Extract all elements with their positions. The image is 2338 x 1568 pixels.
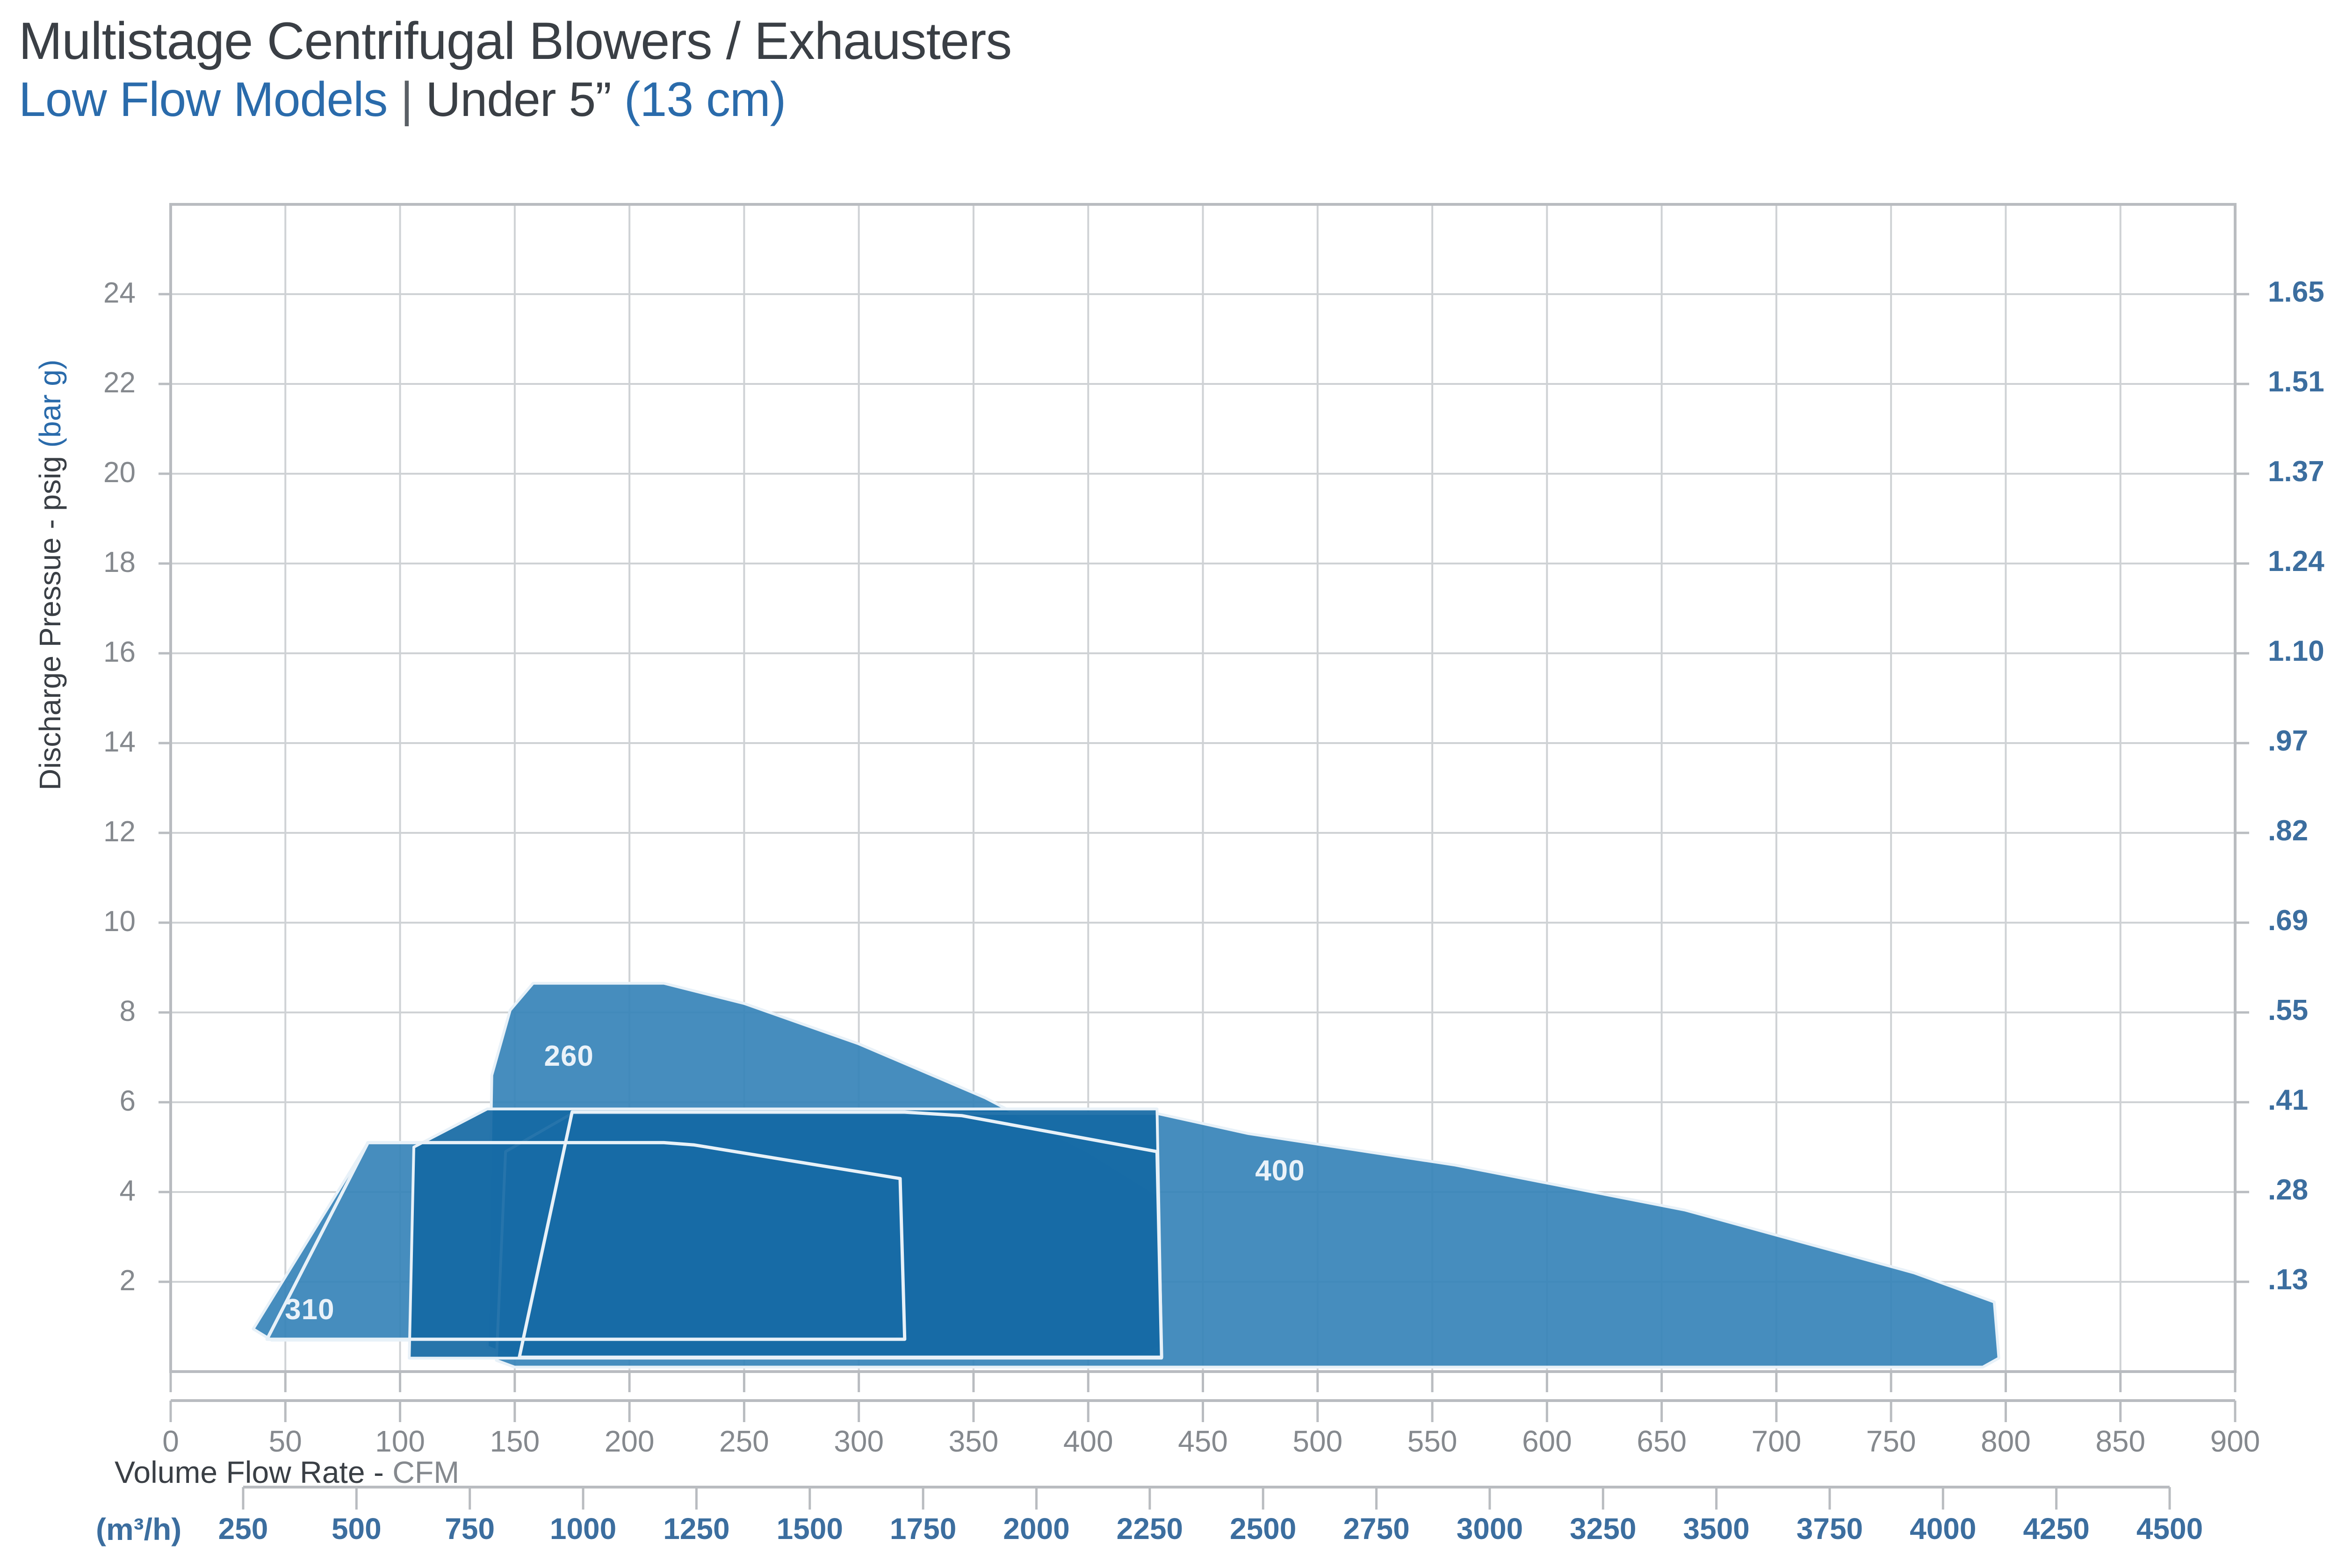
y-tick-label-left: 10	[103, 905, 136, 938]
title-block: Multistage Centrifugal Blowers / Exhaust…	[19, 12, 1012, 127]
y-tick-label-right: .28	[2268, 1174, 2309, 1206]
y-tick-label-left: 20	[103, 456, 136, 489]
region-outline-outline-2	[518, 1110, 1163, 1359]
y-tick-label-right: 1.10	[2268, 635, 2324, 667]
page-title: Multistage Centrifugal Blowers / Exhaust…	[19, 12, 1012, 70]
y-tick-label-left: 2	[119, 1265, 136, 1297]
metric-tick-label: 3750	[1796, 1512, 1863, 1546]
y-tick-label-left: 24	[103, 277, 136, 309]
y-tick-label-left: 18	[103, 546, 136, 578]
y-tick-label-left: 4	[119, 1175, 136, 1207]
x-tick-label: 150	[490, 1424, 540, 1458]
region-label-400: 400	[1255, 1154, 1305, 1187]
subtitle-models: Low Flow Models	[19, 72, 388, 127]
y-tick-label-left: 14	[103, 726, 136, 758]
subtitle-separator: |	[400, 72, 413, 127]
y-tick-label-right: .82	[2268, 815, 2309, 847]
metric-tick-label: 2750	[1343, 1512, 1410, 1546]
region-label-260: 260	[544, 1040, 594, 1072]
y-tick-label-right: 1.37	[2268, 455, 2324, 488]
x-tick-label: 350	[948, 1424, 999, 1458]
metric-tick-label: 250	[218, 1512, 268, 1546]
metric-tick-label: 500	[331, 1512, 382, 1546]
y-tick-label-right: 1.51	[2268, 366, 2324, 398]
x-tick-label: 50	[268, 1424, 302, 1458]
metric-tick-label: 2500	[1229, 1512, 1297, 1546]
metric-tick-label: 4500	[2136, 1512, 2203, 1546]
metric-tick-label: 3500	[1683, 1512, 1750, 1546]
x-axis-title-unit: CFM	[392, 1455, 460, 1489]
region-label-310: 310	[285, 1293, 335, 1326]
subtitle-metric: (13 cm)	[624, 72, 786, 127]
x-axis-title-main: Volume Flow Rate -	[115, 1455, 393, 1489]
y-tick-label-right: 1.65	[2268, 276, 2324, 308]
x-axis-title-text: Volume Flow Rate - CFM	[115, 1455, 459, 1489]
y-tick-label-left: 12	[103, 816, 136, 848]
region-outline-outline-1	[265, 1141, 907, 1341]
x-tick-label: 300	[834, 1424, 884, 1458]
metric-tick-label: 3250	[1570, 1512, 1637, 1546]
y-tick-label-left: 8	[119, 995, 136, 1027]
x-tick-label: 0	[162, 1424, 179, 1458]
y-tick-label-left: 6	[119, 1085, 136, 1117]
metric-tick-label: 2250	[1116, 1512, 1183, 1546]
x-tick-label: 100	[375, 1424, 425, 1458]
x-tick-label: 600	[1522, 1424, 1572, 1458]
x-tick-label: 400	[1063, 1424, 1113, 1458]
x-axis-title: Volume Flow Rate - CFM	[115, 1454, 459, 1490]
y-tick-label-right: 1.24	[2268, 545, 2324, 578]
metric-tick-label: 1500	[776, 1512, 843, 1546]
metric-tick-label: 750	[445, 1512, 495, 1546]
x-tick-label: 250	[719, 1424, 769, 1458]
metric-tick-label: 2000	[1003, 1512, 1070, 1546]
metric-tick-label: 1750	[889, 1512, 957, 1546]
metric-tick-label: 4000	[1910, 1512, 1977, 1546]
x-axis-metric-title: (m³/h)	[96, 1512, 182, 1546]
x-tick-label: 700	[1751, 1424, 1802, 1458]
y-tick-label-right: .55	[2268, 994, 2309, 1026]
x-tick-label: 450	[1178, 1424, 1228, 1458]
y-tick-label-left: 22	[103, 367, 136, 399]
metric-tick-label: 1250	[663, 1512, 730, 1546]
y-tick-label-right: .13	[2268, 1264, 2309, 1296]
x-tick-label: 550	[1407, 1424, 1458, 1458]
x-tick-label: 500	[1292, 1424, 1343, 1458]
metric-tick-label: 4250	[2023, 1512, 2090, 1546]
subtitle-under: Under 5”	[426, 72, 612, 127]
x-tick-label: 200	[604, 1424, 655, 1458]
x-tick-label: 750	[1866, 1424, 1916, 1458]
y-tick-label-right: .69	[2268, 904, 2309, 937]
x-tick-label: 850	[2095, 1424, 2146, 1458]
y-tick-label-right: .97	[2268, 725, 2309, 757]
x-tick-label: 800	[1981, 1424, 2031, 1458]
x-tick-label: 900	[2210, 1424, 2260, 1458]
y-tick-label-left: 16	[103, 636, 136, 668]
x-tick-label: 650	[1637, 1424, 1687, 1458]
metric-tick-label: 3000	[1456, 1512, 1523, 1546]
page-subtitle: Low Flow Models | Under 5” (13 cm)	[19, 72, 1011, 127]
region-inner-dark-1[interactable]	[408, 1107, 1163, 1360]
metric-tick-label: 1000	[549, 1512, 617, 1546]
y-tick-label-right: .41	[2268, 1084, 2309, 1116]
